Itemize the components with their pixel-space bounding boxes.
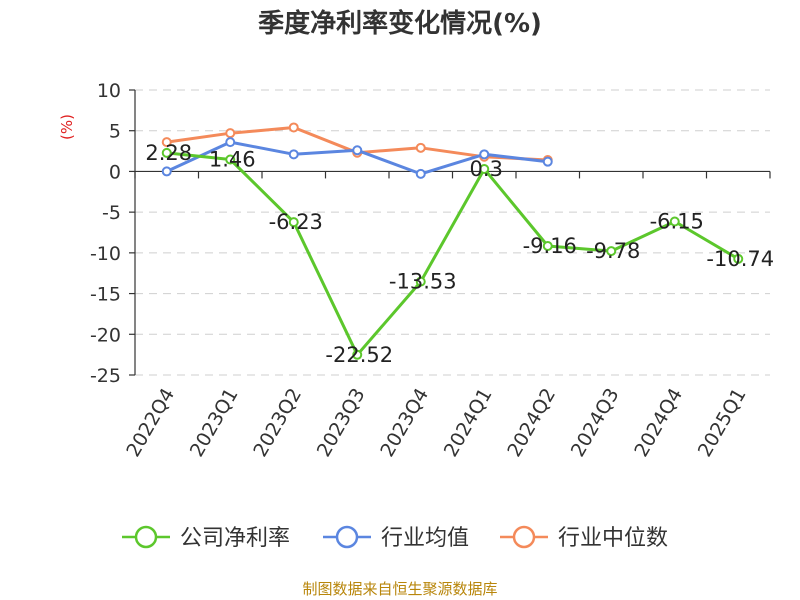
data-point (733, 253, 744, 264)
x-tick-label: 2023Q2 (249, 385, 306, 461)
y-tick-label: -10 (90, 243, 121, 265)
x-tick-label: 2022Q4 (122, 385, 179, 461)
data-point (669, 216, 680, 227)
legend-marker (134, 525, 158, 549)
y-tick-label: -25 (90, 365, 121, 387)
y-tick-label: 10 (97, 80, 121, 102)
data-label: -9.78 (586, 239, 640, 263)
x-tick-label: 2024Q3 (567, 385, 624, 461)
legend: 公司净利率 行业均值 行业中位数 (122, 525, 668, 551)
data-point (352, 349, 363, 360)
x-tick-label: 2024Q2 (503, 385, 560, 461)
data-label: -10.74 (706, 247, 774, 271)
data-point (288, 217, 299, 228)
data-point (542, 241, 553, 252)
series-line (166, 151, 740, 357)
data-point (225, 137, 236, 148)
data-point (479, 149, 490, 160)
y-tick-label: -5 (102, 202, 121, 224)
legend-label: 公司净利率 (180, 526, 290, 551)
x-tick-label: 2025Q1 (694, 385, 751, 461)
x-tick-label: 2023Q3 (313, 385, 370, 461)
data-point (288, 122, 299, 133)
data-label: -6.15 (650, 210, 704, 234)
x-tick-label: 2023Q4 (376, 385, 433, 461)
series (161, 122, 744, 360)
data-point (161, 147, 172, 158)
data-point (161, 137, 172, 148)
data-point (225, 154, 236, 165)
x-tick-label: 2024Q4 (630, 385, 687, 461)
data-label: 1.46 (209, 148, 256, 172)
legend-marker (512, 525, 536, 549)
data-point (542, 156, 553, 167)
x-tick-label: 2023Q1 (186, 385, 243, 461)
data-point (415, 168, 426, 179)
legend-label: 行业中位数 (558, 526, 668, 551)
data-point (352, 145, 363, 156)
data-labels: 2.28 1.46 -6.23 -22.52 -13.53 0.3 -9.16 -9.78 -6… (145, 141, 774, 367)
y-axis-unit: (%) (58, 114, 76, 140)
data-label: -6.23 (269, 210, 323, 234)
y-tick-label: -15 (90, 284, 121, 306)
data-label: -13.53 (389, 270, 457, 294)
data-point (161, 166, 172, 177)
data-point (479, 163, 490, 174)
y-tick-label: 0 (109, 161, 121, 183)
y-tick-label: 5 (109, 121, 121, 143)
x-tick-label: 2024Q1 (440, 385, 497, 461)
data-label: 0.3 (470, 157, 503, 181)
data-point (225, 128, 236, 139)
data-label: -9.16 (523, 234, 577, 258)
chart-title: 季度净利率变化情况(%) (258, 8, 542, 39)
data-point (415, 142, 426, 153)
data-point (415, 276, 426, 287)
source-note: 制图数据来自恒生聚源数据库 (302, 580, 497, 598)
y-tick-label: -20 (90, 324, 121, 346)
legend-label: 行业均值 (381, 526, 469, 551)
grid (135, 89, 770, 376)
legend-marker (335, 525, 359, 549)
data-label: -22.52 (325, 343, 393, 367)
data-label: 2.28 (145, 141, 192, 165)
data-point (606, 246, 617, 257)
data-point (288, 149, 299, 160)
